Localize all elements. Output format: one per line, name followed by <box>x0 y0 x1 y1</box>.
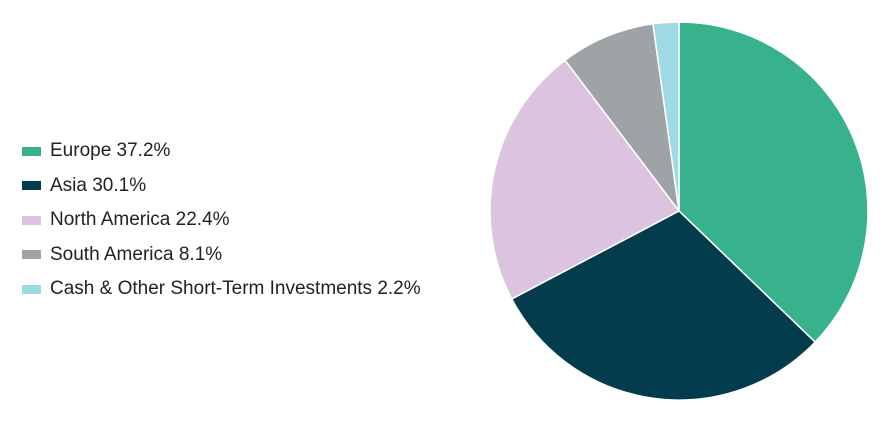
legend-swatch <box>22 181 41 191</box>
pie-slice-asia <box>510 210 816 401</box>
legend-item: Asia 30.1% <box>22 169 421 204</box>
pie-slice-cash-other-short-term-investments <box>652 21 680 212</box>
legend-swatch <box>22 250 41 260</box>
legend-item: South America 8.1% <box>22 238 421 273</box>
legend-item: Europe 37.2% <box>22 134 421 169</box>
pie-slice-europe <box>678 21 869 343</box>
legend-label: Cash & Other Short-Term Investments 2.2% <box>50 278 421 300</box>
legend-item: North America 22.4% <box>22 203 421 238</box>
legend-label: North America 22.4% <box>50 209 230 231</box>
legend-label: Europe 37.2% <box>50 140 171 162</box>
legend-swatch <box>22 146 41 156</box>
pie-slice-north-america <box>489 59 680 300</box>
legend-label: Asia 30.1% <box>50 174 147 196</box>
pie-slice-south-america <box>564 23 680 212</box>
legend-label: South America 8.1% <box>50 243 223 265</box>
legend-swatch <box>22 215 41 225</box>
legend-swatch <box>22 284 41 294</box>
chart-legend: Europe 37.2% Asia 30.1% North America 22.4… <box>22 134 421 307</box>
legend-item: Cash & Other Short-Term Investments 2.2% <box>22 272 421 307</box>
